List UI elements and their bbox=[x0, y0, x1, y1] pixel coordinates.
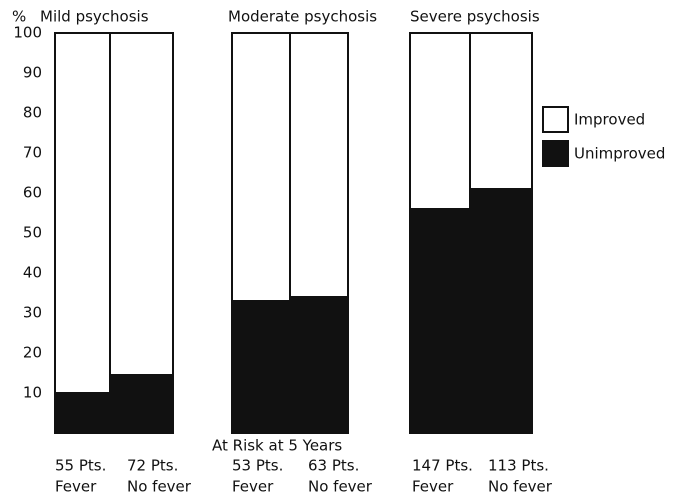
x-tick-label: 72 Pts. bbox=[127, 457, 178, 475]
legend-swatch bbox=[542, 106, 569, 133]
bar-segment bbox=[231, 32, 291, 302]
y-tick-label: 90 bbox=[23, 64, 42, 82]
bar-segment bbox=[231, 300, 291, 434]
annotation: At Risk at 5 Years bbox=[212, 437, 342, 455]
x-tick-label: 147 Pts. bbox=[412, 457, 473, 475]
y-tick-label: 40 bbox=[23, 264, 42, 282]
group-title: Moderate psychosis bbox=[228, 8, 377, 26]
x-tick-label: 63 Pts. bbox=[308, 457, 359, 475]
y-tick-label: 20 bbox=[23, 344, 42, 362]
x-tick-label: No fever bbox=[488, 478, 553, 496]
x-tick-label: Fever bbox=[55, 478, 97, 496]
y-axis-label: % bbox=[12, 8, 26, 26]
bar-segment bbox=[109, 32, 174, 376]
group-title: Mild psychosis bbox=[40, 8, 149, 26]
y-tick-label: 60 bbox=[23, 184, 42, 202]
y-tick-label: 30 bbox=[23, 304, 42, 322]
y-tick-label: 10 bbox=[23, 384, 42, 402]
group-title: Severe psychosis bbox=[410, 8, 540, 26]
bar-segment bbox=[469, 32, 533, 190]
y-tick-label: 100 bbox=[13, 24, 42, 42]
legend-label: Unimproved bbox=[574, 145, 665, 163]
bar-segment bbox=[409, 32, 471, 210]
bar-segment bbox=[289, 32, 349, 298]
y-tick-label: 80 bbox=[23, 104, 42, 122]
bar-segment bbox=[289, 296, 349, 434]
x-tick-label: No fever bbox=[308, 478, 373, 496]
legend-label: Improved bbox=[574, 111, 645, 129]
x-tick-label: Fever bbox=[232, 478, 274, 496]
bar-segment bbox=[409, 208, 471, 434]
x-tick-label: Fever bbox=[412, 478, 454, 496]
bar-segment bbox=[54, 32, 111, 394]
bar-segment bbox=[109, 374, 174, 434]
bar-segment bbox=[469, 188, 533, 434]
bar-segment bbox=[54, 392, 111, 434]
x-tick-label: No fever bbox=[127, 478, 192, 496]
x-tick-label: 53 Pts. bbox=[232, 457, 283, 475]
x-tick-label: 113 Pts. bbox=[488, 457, 549, 475]
y-tick-label: 70 bbox=[23, 144, 42, 162]
y-tick-label: 50 bbox=[23, 224, 42, 242]
x-tick-label: 55 Pts. bbox=[55, 457, 106, 475]
legend-swatch bbox=[542, 140, 569, 167]
